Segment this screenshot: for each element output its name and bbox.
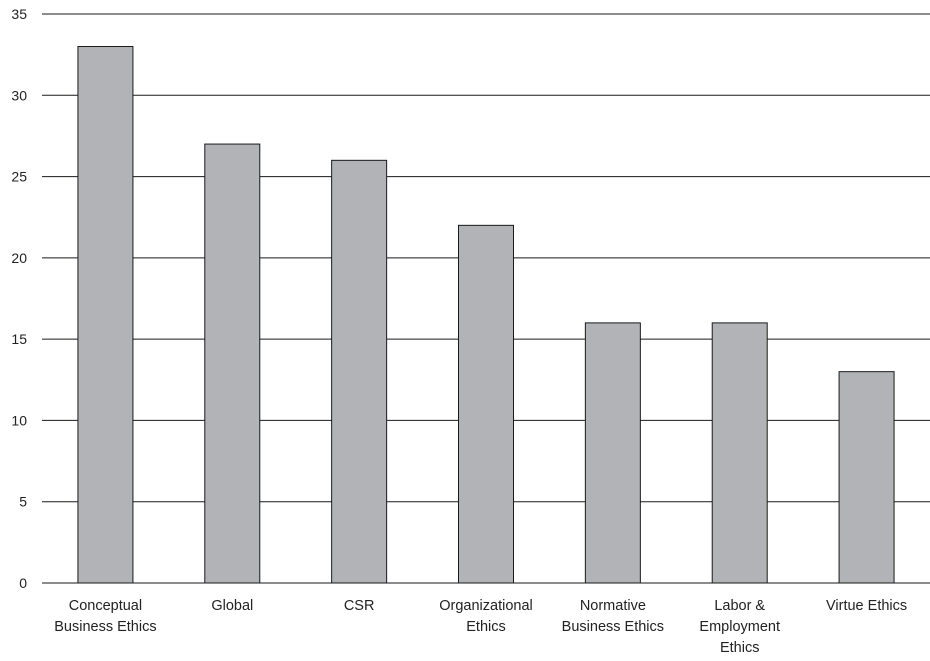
x-category-label-line: Organizational <box>439 598 533 614</box>
x-category-label-line: Ethics <box>466 619 506 635</box>
y-tick-label: 10 <box>11 412 27 428</box>
y-tick-label: 20 <box>11 250 27 266</box>
bar-3 <box>331 159 388 584</box>
bar-6 <box>711 322 768 584</box>
x-category-label-line: Conceptual <box>69 598 142 614</box>
bar-5 <box>584 322 641 584</box>
y-tick-label: 15 <box>11 331 27 347</box>
x-category-label-line: Business Ethics <box>562 619 664 635</box>
x-category-label: Conceptual Business Ethics <box>54 598 156 635</box>
x-category-label: Labor & Employment Ethics <box>699 598 780 656</box>
x-category-label: Organizational Ethics <box>439 598 533 635</box>
x-category-label-line: Ethics <box>720 640 760 656</box>
y-tick-label: 5 <box>19 494 27 510</box>
x-category-label: CSR <box>344 598 375 614</box>
x-category-label-line: Virtue Ethics <box>826 598 907 614</box>
x-category-label-line: Global <box>211 598 253 614</box>
bar-4 <box>458 224 514 584</box>
x-category-label: Normative Business Ethics <box>562 598 664 635</box>
bar-7 <box>838 371 895 584</box>
bar-2 <box>204 143 261 584</box>
y-axis-tick-labels: 0 5 10 15 20 25 30 35 <box>11 6 27 591</box>
x-category-label-line: Normative <box>580 598 646 614</box>
y-tick-label: 35 <box>11 6 27 22</box>
y-tick-label: 30 <box>11 87 27 103</box>
x-category-label: Virtue Ethics <box>826 598 907 614</box>
y-tick-label: 0 <box>19 575 27 591</box>
x-category-label-line: CSR <box>344 598 375 614</box>
y-tick-label: 25 <box>11 169 27 185</box>
x-axis-category-labels: Conceptual Business Ethics Global CSR Organi… <box>54 598 907 656</box>
x-category-label: Global <box>211 598 253 614</box>
bars <box>77 46 895 584</box>
x-category-label-line: Employment <box>699 619 780 635</box>
x-category-label-line: Business Ethics <box>54 619 156 635</box>
bar-1 <box>77 46 134 584</box>
x-category-label-line: Labor & <box>714 598 765 614</box>
